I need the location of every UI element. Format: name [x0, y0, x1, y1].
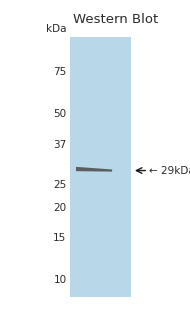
- Text: Western Blot: Western Blot: [73, 13, 158, 26]
- Text: 75: 75: [53, 67, 66, 77]
- Text: 50: 50: [53, 109, 66, 119]
- Text: 37: 37: [53, 140, 66, 150]
- Text: kDa: kDa: [46, 24, 66, 34]
- Polygon shape: [76, 167, 112, 171]
- Text: ← 29kDa: ← 29kDa: [149, 166, 190, 176]
- Text: 25: 25: [53, 180, 66, 190]
- Text: 20: 20: [53, 203, 66, 213]
- Text: 10: 10: [53, 275, 66, 285]
- Text: 15: 15: [53, 233, 66, 243]
- Bar: [70, 37, 131, 297]
